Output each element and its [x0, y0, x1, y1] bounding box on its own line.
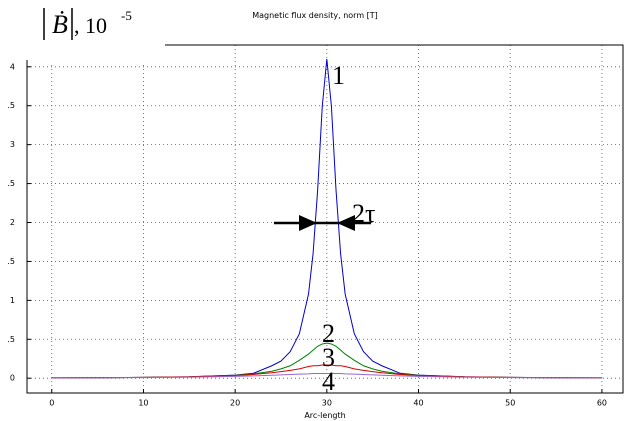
y-tick-label: 3: [10, 140, 15, 149]
series-label: 4: [322, 367, 335, 396]
label-backdrop: [0, 0, 165, 64]
x-tick-label: 40: [413, 399, 423, 408]
x-tick-label: 30: [322, 399, 332, 408]
y-tick-label: 4: [10, 62, 15, 71]
x-axis-label: Arc-length: [304, 411, 345, 420]
y-tick-label: .5: [7, 101, 15, 110]
grid-layer: [27, 45, 623, 393]
annotation: 2τ: [352, 199, 375, 228]
width-arrow: [274, 215, 371, 231]
y-label-unit: , 10: [74, 13, 107, 38]
chart-title: Magnetic flux density, norm [T]: [252, 11, 378, 20]
series-label: 3: [322, 343, 335, 372]
series-line: [51, 373, 602, 379]
y-tick-label: 0: [10, 374, 15, 383]
y-tick-label: .5: [7, 179, 15, 188]
y-tick-label: .5: [7, 335, 15, 344]
series-label: 2: [322, 319, 335, 348]
y-tick-label: 2: [10, 218, 15, 227]
y-axis-label: Ḃ , 10 -5: [43, 8, 132, 40]
y-label-symbol: Ḃ: [52, 10, 68, 39]
series-label: 1: [332, 61, 345, 90]
y-tick-label: 1: [10, 296, 15, 305]
series-line: [51, 342, 602, 379]
x-tick-label: 10: [138, 399, 148, 408]
series-line: [51, 364, 602, 379]
x-tick-label: 20: [230, 399, 240, 408]
x-tick-label: 60: [597, 399, 607, 408]
axis-frame: [26, 44, 624, 394]
line-layer: [51, 58, 602, 379]
y-tick-label: .5: [7, 257, 15, 266]
arrow-head: [337, 215, 355, 231]
x-tick-label: 0: [49, 399, 54, 408]
arrow-head: [299, 215, 317, 231]
y-label-exponent: -5: [121, 8, 132, 23]
x-tick-label: 50: [505, 399, 515, 408]
